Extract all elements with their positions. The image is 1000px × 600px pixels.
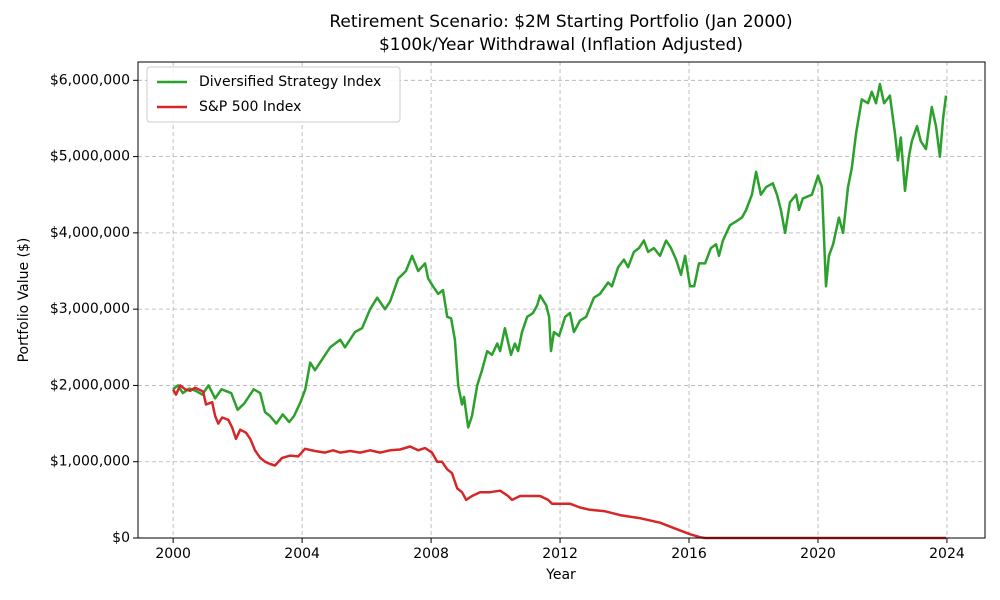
legend-label: S&P 500 Index — [199, 99, 301, 115]
legend-box — [146, 66, 401, 123]
y-tick-label: $1,000,000 — [50, 454, 130, 470]
series-line — [172, 82, 948, 429]
x-tick-label: 2012 — [542, 546, 578, 562]
x-tick-label: 2016 — [671, 546, 707, 562]
x-tick-label: 2000 — [155, 546, 191, 562]
y-tick-label: $5,000,000 — [50, 149, 130, 165]
legend-label: Diversified Strategy Index — [199, 74, 381, 90]
chart-title: Retirement Scenario: $2M Starting Portfo… — [329, 12, 792, 32]
y-tick-label: $0 — [112, 530, 130, 546]
x-axis-label: Year — [545, 567, 576, 583]
x-tick-label: 2004 — [284, 546, 320, 562]
x-tick-label: 2008 — [413, 546, 449, 562]
x-tick-label: 2024 — [929, 546, 965, 562]
y-tick-label: $2,000,000 — [50, 377, 130, 393]
y-axis-label: Portfolio Value ($) — [16, 238, 32, 363]
y-tick-label: $4,000,000 — [50, 225, 130, 241]
y-tick-label: $3,000,000 — [50, 301, 130, 317]
plot-frame — [137, 61, 986, 539]
y-tick-label: $6,000,000 — [50, 72, 130, 88]
legend: Diversified Strategy Index S&P 500 Index — [146, 66, 401, 123]
chart-subtitle: $100k/Year Withdrawal (Inflation Adjuste… — [379, 35, 743, 55]
x-tick-label: 2020 — [800, 546, 836, 562]
series-line — [172, 384, 946, 540]
